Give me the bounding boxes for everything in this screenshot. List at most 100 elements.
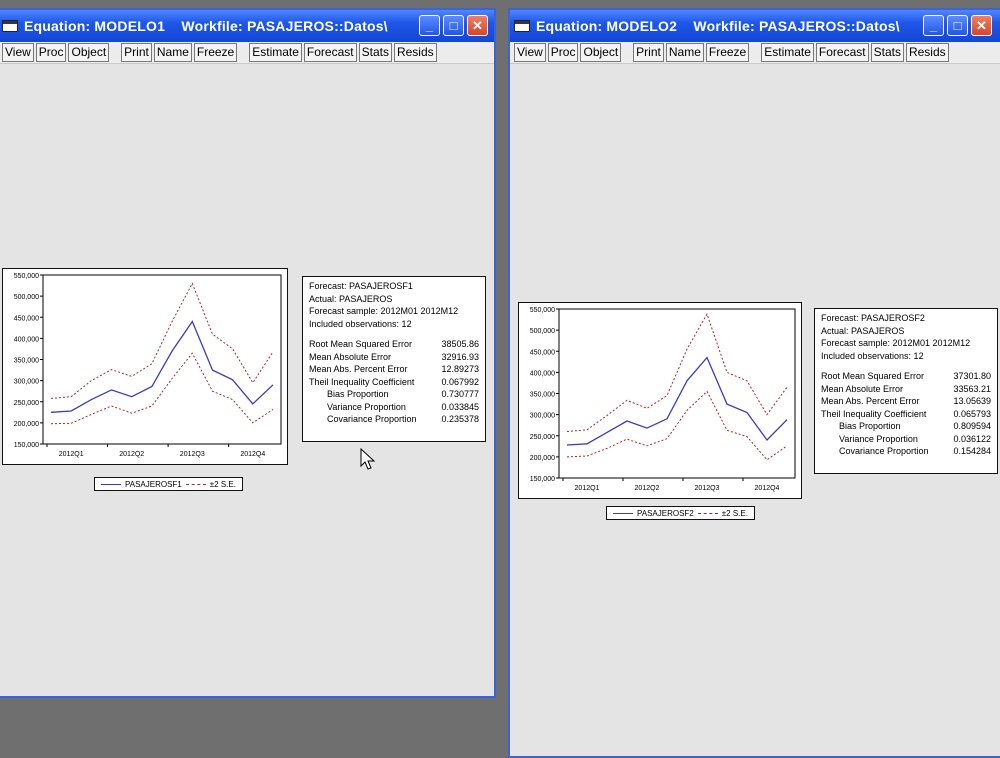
stats-row: Mean Absolute Error 32916.93: [309, 352, 479, 365]
chart-legend: PASAJEROSF1 ±2 S.E.: [94, 477, 243, 491]
view-button[interactable]: View: [2, 43, 34, 62]
close-button[interactable]: ✕: [467, 15, 488, 36]
stats-row: Covariance Proportion 0.235378: [309, 414, 479, 427]
stats-value: 12.89273: [441, 364, 479, 374]
stats-label: Root Mean Squared Error: [821, 371, 925, 381]
stats-header-line: Included observations: 12: [821, 350, 924, 361]
stats-row: Mean Absolute Error 33563.21: [821, 384, 991, 397]
forecast-graph: 150,000 200,000 250,000 300,000 350,000 400,0…: [2, 268, 288, 465]
maximize-button[interactable]: □: [443, 15, 464, 36]
forecast-series-line: [50, 320, 274, 413]
stats-label: Covariance Proportion: [327, 414, 417, 424]
name-button[interactable]: Name: [665, 43, 704, 62]
print-button[interactable]: Print: [121, 43, 152, 62]
minimize-button[interactable]: _: [419, 15, 440, 36]
resids-button[interactable]: Resids: [905, 43, 949, 62]
legend-dashed-swatch: [185, 483, 206, 485]
x-tick-label: 2012Q1: [59, 451, 84, 458]
y-tick-label: 200,000: [530, 455, 555, 462]
stats-value: 0.033845: [441, 401, 479, 412]
equation-window-modelo2[interactable]: Equation: MODELO2 Workfile: PASAJEROS::D…: [508, 8, 1000, 758]
y-tick-label: 400,000: [14, 336, 39, 343]
stats-row: Theil Inequality Coefficient 0.067992: [309, 377, 479, 390]
window-app-icon: [2, 20, 18, 32]
y-tick-label: 400,000: [530, 370, 555, 377]
y-tick-label: 450,000: [14, 315, 39, 322]
stats-button[interactable]: Stats: [358, 43, 392, 62]
object-button[interactable]: Object: [580, 43, 622, 62]
x-tick-label: 2012Q3: [180, 451, 205, 458]
y-tick-label: 150,000: [14, 442, 39, 449]
stats-label: Mean Abs. Percent Error: [309, 364, 408, 374]
freeze-button[interactable]: Freeze: [193, 43, 238, 62]
mouse-cursor-icon: [360, 448, 376, 470]
y-tick-label: 350,000: [530, 392, 555, 399]
x-tick-label: 2012Q4: [755, 485, 780, 492]
proc-button[interactable]: Proc: [35, 43, 67, 62]
object-button[interactable]: Object: [68, 43, 110, 62]
stats-row: Bias Proportion 0.730777: [309, 389, 479, 402]
se-band-line: [50, 282, 274, 399]
y-tick-label: 250,000: [14, 400, 39, 407]
estimate-button[interactable]: Estimate: [761, 43, 814, 62]
stats-value: 0.730777: [441, 389, 479, 399]
forecast-chart: 150,000 200,000 250,000 300,000 350,000 400,0…: [14, 273, 282, 458]
stats-header-line: Actual: PASAJEROS: [309, 293, 393, 304]
print-button[interactable]: Print: [633, 43, 664, 62]
freeze-button[interactable]: Freeze: [705, 43, 750, 62]
stats-row: Theil Inequality Coefficient 0.065793: [821, 409, 991, 422]
stats-value: 0.235378: [441, 414, 479, 424]
y-tick-label: 550,000: [14, 273, 39, 280]
y-tick-label: 200,000: [14, 421, 39, 428]
forecast-button[interactable]: Forecast: [303, 43, 357, 62]
legend-se-label: ±2 S.E.: [721, 508, 748, 518]
forecast-series-line: [566, 356, 788, 446]
proc-button[interactable]: Proc: [547, 43, 579, 62]
resids-button[interactable]: Resids: [393, 43, 437, 62]
se-band-line: [50, 352, 274, 425]
forecast-button[interactable]: Forecast: [815, 43, 869, 62]
stats-value: 0.065793: [953, 408, 991, 419]
x-tick-label: 2012Q3: [695, 485, 720, 492]
stats-label: Root Mean Squared Error: [309, 339, 413, 349]
view-button[interactable]: View: [514, 43, 546, 62]
stats-value: 0.036122: [953, 433, 991, 444]
legend-forecast-label: PASAJEROSF1: [125, 479, 182, 489]
title-bar[interactable]: Equation: MODELO2 Workfile: PASAJEROS::D…: [510, 10, 1000, 42]
minimize-button[interactable]: _: [923, 15, 944, 36]
se-band-line: [566, 312, 788, 432]
forecast-graph: 150,000 200,000 250,000 300,000 350,000 400,0…: [518, 302, 802, 499]
se-band-line: [566, 390, 788, 461]
stats-row: Variance Proportion 0.033845: [309, 402, 479, 415]
stats-value: 0.154284: [953, 446, 991, 456]
stats-value: 32916.93: [441, 351, 479, 362]
window-title: Equation: MODELO2 Workfile: PASAJEROS::D…: [536, 18, 900, 34]
stats-row: Mean Abs. Percent Error 12.89273: [309, 364, 479, 377]
y-tick-label: 150,000: [530, 476, 555, 483]
stats-row: Mean Abs. Percent Error 13.05639: [821, 396, 991, 409]
stats-label: Mean Abs. Percent Error: [821, 396, 920, 406]
window-title: Equation: MODELO1 Workfile: PASAJEROS::D…: [24, 18, 388, 34]
stats-label: Variance Proportion: [839, 433, 918, 444]
stats-header-line: Included observations: 12: [309, 318, 412, 329]
close-button[interactable]: ✕: [971, 15, 992, 36]
stats-value: 0.067992: [441, 376, 479, 387]
stats-value: 0.809594: [953, 421, 991, 431]
stats-button[interactable]: Stats: [870, 43, 904, 62]
y-tick-label: 450,000: [530, 349, 555, 356]
title-bar[interactable]: Equation: MODELO1 Workfile: PASAJEROS::D…: [0, 10, 494, 42]
stats-row: Root Mean Squared Error 38505.86: [309, 339, 479, 352]
maximize-button[interactable]: □: [947, 15, 968, 36]
stats-header-line: Forecast: PASAJEROSF1: [309, 281, 413, 291]
y-tick-label: 500,000: [14, 294, 39, 301]
name-button[interactable]: Name: [153, 43, 192, 62]
window-app-icon: [514, 20, 530, 32]
forecast-chart: 150,000 200,000 250,000 300,000 350,000 400,0…: [530, 307, 796, 492]
legend-dashed-swatch: [697, 512, 718, 514]
estimate-button[interactable]: Estimate: [249, 43, 302, 62]
legend-se-label: ±2 S.E.: [209, 479, 236, 489]
stats-value: 13.05639: [953, 396, 991, 406]
y-tick-label: 350,000: [14, 358, 39, 365]
stats-label: Theil Inequality Coefficient: [821, 408, 927, 419]
equation-window-modelo1[interactable]: Equation: MODELO1 Workfile: PASAJEROS::D…: [0, 8, 496, 698]
